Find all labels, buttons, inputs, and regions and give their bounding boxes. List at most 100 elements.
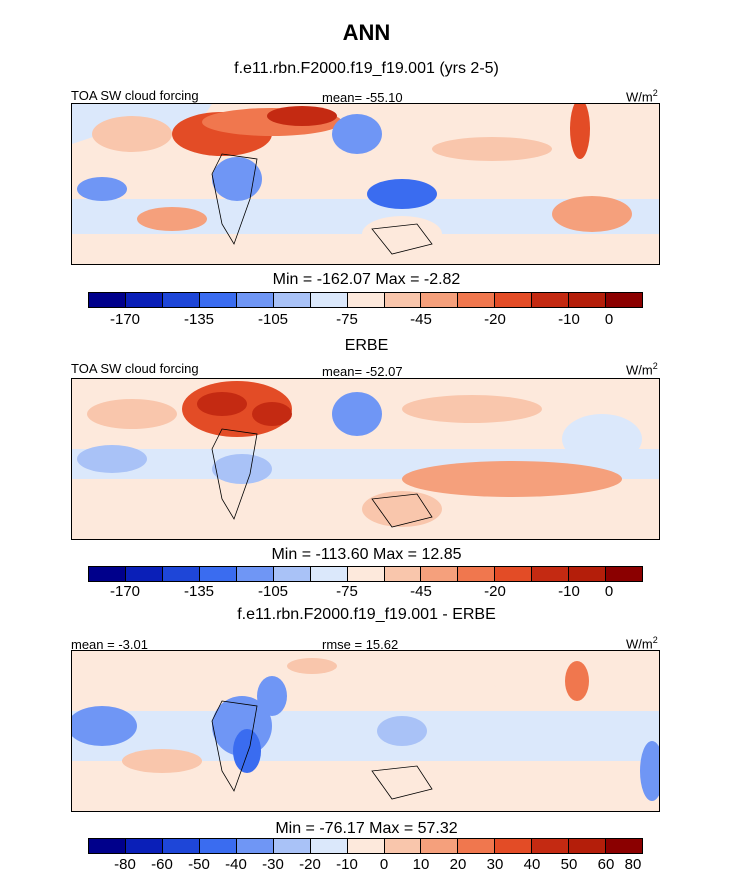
- colorbar-swatch: [162, 839, 200, 853]
- colorbar-swatch: [89, 293, 126, 307]
- colorbar-tick: -105: [257, 583, 289, 600]
- colorbar-swatch: [347, 567, 385, 581]
- colorbar-swatch: [495, 293, 533, 307]
- colorbar-swatch: [569, 293, 607, 307]
- panel1-mean-label: mean= -55.10: [322, 90, 403, 105]
- colorbar-swatch: [458, 567, 496, 581]
- colorbar-tick: 20: [449, 856, 467, 873]
- colorbar-swatch: [125, 839, 163, 853]
- colorbar-swatch: [162, 567, 200, 581]
- colorbar-swatch: [236, 567, 274, 581]
- panel3-units: W/m2: [626, 635, 658, 652]
- colorbar-swatch: [421, 567, 459, 581]
- colorbar-tick: 10: [412, 856, 430, 873]
- colorbar-swatch: [606, 567, 643, 581]
- colorbar-swatch: [125, 293, 163, 307]
- panel2-units: W/m2: [626, 361, 658, 378]
- colorbar-swatch: [458, 839, 496, 853]
- panel1-left-label: TOA SW cloud forcing: [71, 88, 199, 103]
- colorbar-swatch: [421, 293, 459, 307]
- colorbar-tick: 80: [624, 856, 642, 873]
- colorbar-tick: 30: [486, 856, 504, 873]
- colorbar-tick: -20: [299, 856, 321, 873]
- colorbar-swatch: [384, 839, 422, 853]
- colorbar-swatch: [273, 567, 311, 581]
- colorbar-swatch: [606, 839, 643, 853]
- colorbar-swatch: [199, 839, 237, 853]
- colorbar-tick: -20: [484, 311, 506, 328]
- colorbar-swatch: [495, 839, 533, 853]
- colorbar-tick: 60: [597, 856, 615, 873]
- colorbar-swatch: [125, 567, 163, 581]
- colorbar-tick: 0: [604, 583, 614, 600]
- panel3-map: [71, 650, 660, 812]
- colorbar-tick: -10: [558, 583, 580, 600]
- panel1-minmax: Min = -162.07 Max = -2.82: [272, 271, 461, 288]
- colorbar-swatch: [384, 567, 422, 581]
- colorbar-swatch: [421, 839, 459, 853]
- colorbar-swatch: [199, 567, 237, 581]
- colorbar-swatch: [310, 839, 348, 853]
- colorbar-swatch: [458, 293, 496, 307]
- colorbar-swatch: [89, 567, 126, 581]
- colorbar-swatch: [569, 839, 607, 853]
- colorbar-tick: -30: [262, 856, 284, 873]
- colorbar-swatch: [532, 567, 570, 581]
- colorbar-tick: -45: [410, 311, 432, 328]
- figure-title: ANN: [342, 20, 391, 45]
- panel1-colorbar-ticks: -170 -135 -105 -75 -45 -20 -10 0: [88, 311, 643, 331]
- panel1-colorbar: [88, 292, 643, 308]
- colorbar-tick: -75: [336, 311, 358, 328]
- colorbar-tick: -50: [188, 856, 210, 873]
- colorbar-tick: -20: [484, 583, 506, 600]
- panel3-colorbar: [88, 838, 643, 854]
- panel3-colorbar-ticks: -80 -60 -50 -40 -30 -20 -10 0 10 20 30 4…: [88, 856, 643, 876]
- colorbar-swatch: [310, 293, 348, 307]
- colorbar-swatch: [273, 293, 311, 307]
- colorbar-swatch: [310, 567, 348, 581]
- colorbar-tick: -45: [410, 583, 432, 600]
- colorbar-swatch: [495, 567, 533, 581]
- panel3-subtitle: f.e11.rbn.F2000.f19_f19.001 - ERBE: [237, 606, 496, 623]
- panel1-subtitle: f.e11.rbn.F2000.f19_f19.001 (yrs 2-5): [234, 60, 499, 77]
- colorbar-tick: -80: [114, 856, 136, 873]
- colorbar-tick: -170: [109, 583, 141, 600]
- colorbar-tick: -135: [183, 583, 215, 600]
- colorbar-swatch: [162, 293, 200, 307]
- panel3-rmse-label: rmse = 15.62: [322, 637, 399, 652]
- colorbar-swatch: [569, 567, 607, 581]
- panel2-mean-label: mean= -52.07: [322, 364, 403, 379]
- panel1-map: [71, 103, 660, 265]
- colorbar-tick: 0: [604, 311, 614, 328]
- colorbar-swatch: [273, 839, 311, 853]
- panel3-mean-label: mean = -3.01: [71, 637, 148, 652]
- colorbar-tick: 40: [523, 856, 541, 873]
- colorbar-tick: -105: [257, 311, 289, 328]
- colorbar-tick: -75: [336, 583, 358, 600]
- colorbar-tick: 50: [560, 856, 578, 873]
- colorbar-swatch: [236, 293, 274, 307]
- panel3-minmax: Min = -76.17 Max = 57.32: [275, 820, 458, 837]
- colorbar-swatch: [236, 839, 274, 853]
- colorbar-swatch: [347, 839, 385, 853]
- panel1-units: W/m2: [626, 88, 658, 105]
- panel2-minmax: Min = -113.60 Max = 12.85: [271, 546, 462, 563]
- colorbar-swatch: [532, 293, 570, 307]
- colorbar-tick: -40: [225, 856, 247, 873]
- colorbar-swatch: [384, 293, 422, 307]
- panel2-colorbar: [88, 566, 643, 582]
- colorbar-swatch: [199, 293, 237, 307]
- colorbar-swatch: [89, 839, 126, 853]
- colorbar-swatch: [532, 839, 570, 853]
- panel2-left-label: TOA SW cloud forcing: [71, 361, 199, 376]
- panel2-map: [71, 378, 660, 540]
- colorbar-tick: -10: [336, 856, 358, 873]
- colorbar-swatch: [606, 293, 643, 307]
- colorbar-tick: -135: [183, 311, 215, 328]
- colorbar-tick: -60: [151, 856, 173, 873]
- colorbar-tick: 0: [379, 856, 389, 873]
- colorbar-tick: -10: [558, 311, 580, 328]
- colorbar-tick: -170: [109, 311, 141, 328]
- panel2-subtitle: ERBE: [344, 337, 389, 354]
- colorbar-swatch: [347, 293, 385, 307]
